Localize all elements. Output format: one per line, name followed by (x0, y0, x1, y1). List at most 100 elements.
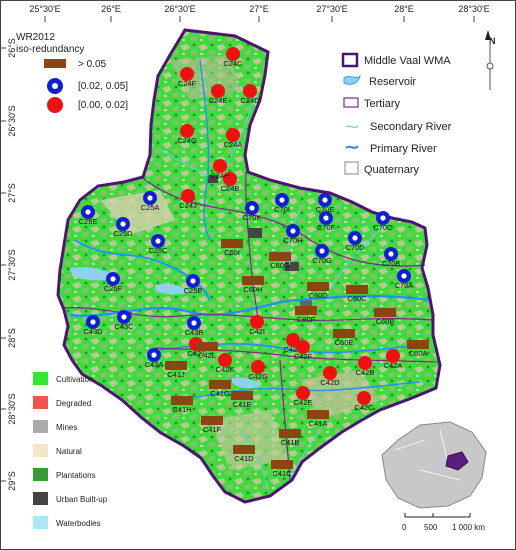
marker-brown-bar (295, 306, 317, 315)
legend-item-mid: [0.02, 0.05] (78, 81, 128, 92)
legend-dot-icon (47, 97, 63, 113)
catchment-label: C70C (373, 223, 393, 232)
landcover-label: Natural (56, 447, 82, 456)
marker-brown-bar (333, 329, 355, 338)
longitude-label: 26°30'E (164, 4, 195, 14)
catchment-label: C70F (317, 223, 336, 232)
marker-brown-bar (201, 416, 223, 425)
marker-brown-bar (209, 380, 231, 389)
marker-red-dot (213, 159, 227, 173)
catchment-label: C70H (283, 236, 302, 245)
catchment-label: C42A (384, 361, 403, 370)
marker-brown-bar (165, 361, 187, 370)
marker-brown-bar (196, 342, 218, 351)
catchment-label: C43C (114, 322, 134, 331)
latitude-labels: 26°S 26°30'S 27°S 27°30'S 28°S 28°30'S 29°S (7, 38, 17, 491)
catchment-label: C60H (243, 285, 262, 294)
north-arrow-icon: N (485, 30, 496, 90)
wma-legend-icon (341, 52, 359, 68)
marker-brown-bar (307, 282, 329, 291)
marker-brown-bar (221, 239, 243, 248)
catchment-label: C25D (113, 229, 133, 238)
catchment-label: C25A (141, 203, 160, 212)
latitude-label: 28°30'S (7, 393, 17, 424)
catchment-label: C42D (320, 378, 340, 387)
redundancy-legend: WR2012 iso-redundancy > 0.05 [0.02, 0.05… (16, 32, 128, 113)
catchment-label: C43B (185, 328, 204, 337)
marker-red-dot (180, 67, 194, 81)
catchment-label: C24A (224, 140, 243, 149)
catchment-label: C43A (145, 360, 164, 369)
marker-red-dot (296, 386, 310, 400)
scale-label-1000: 1 000 km (452, 523, 485, 532)
legend-quaternary: Quaternary (364, 164, 420, 176)
legend-secondary-river: Secondary River (370, 121, 452, 133)
marker-red-dot (358, 356, 372, 370)
inset-wma-highlight (445, 451, 469, 471)
marker-red-dot (180, 124, 194, 138)
latitude-label: 29°S (7, 471, 17, 491)
landcover-label: Waterbodies (56, 519, 101, 528)
landcover-label: Cultivation (56, 375, 93, 384)
catchment-label: C70I (274, 205, 290, 214)
catchment-label: C24H (210, 171, 229, 180)
graticule-ticks (0, 16, 475, 482)
marker-brown-bar (233, 445, 255, 454)
marker-brown-bar (279, 429, 301, 438)
landcover-swatch (33, 516, 48, 529)
longitude-label: 25°30'E (29, 4, 60, 14)
catchment-label: C60E (335, 338, 354, 347)
quaternary-legend-icon (344, 161, 359, 175)
catchment-label: C60G (270, 261, 290, 270)
catchment-label: C60B (376, 317, 395, 326)
catchment-label: C41H (172, 405, 191, 414)
catchment-label: C60C (347, 294, 367, 303)
marker-brown-bar (242, 276, 264, 285)
landcover-swatch (33, 420, 48, 433)
catchment-label: C41G (210, 389, 230, 398)
catchment-label: C42H (283, 345, 302, 354)
marker-red-dot (218, 353, 232, 367)
catchment-label: C70A (395, 281, 414, 290)
legend-subtitle: iso-redundancy (16, 44, 84, 55)
marker-red-dot (386, 349, 400, 363)
catchment-label: C24C (223, 59, 243, 68)
latitude-label: 27°30'S (7, 249, 17, 280)
catchment-label: C41D (234, 454, 254, 463)
catchment-label: C25C (148, 246, 168, 255)
catchment-label: C42B (356, 368, 375, 377)
marker-red-dot (357, 391, 371, 405)
landcover-swatch (33, 372, 48, 385)
marker-red-dot (296, 340, 310, 354)
north-label: N (489, 36, 496, 46)
scale-label-0: 0 (402, 523, 407, 532)
catchment-label: C60A (409, 349, 428, 358)
marker-brown-bar (307, 410, 329, 419)
catchment-label: C42G (248, 372, 268, 381)
longitude-label: 26°E (101, 4, 121, 14)
catchment-label: C41C (272, 469, 292, 478)
marker-brown-bar (407, 340, 429, 349)
catchment-label: C41E (233, 400, 252, 409)
catchment-label: C43D (83, 327, 103, 336)
catchment-label: C42K (216, 365, 235, 374)
landcover-swatch (33, 396, 48, 409)
marker-brown-bar (269, 252, 291, 261)
catchment-label: C42C (354, 403, 374, 412)
marker-brown-bar (271, 460, 293, 469)
marker-red-dot (251, 360, 265, 374)
catchment-label: C70B (382, 259, 401, 268)
catchment-label: C24F (178, 79, 197, 88)
catchment-label: C42E (294, 398, 313, 407)
legend-wma: Middle Vaal WMA (364, 55, 451, 67)
landcover-swatch (33, 492, 48, 505)
legend-item-high: > 0.05 (78, 59, 107, 70)
marker-brown-bar (171, 396, 193, 405)
latitude-label: 26°30'S (7, 105, 17, 136)
landcover-swatch (33, 468, 48, 481)
catchment-label: C70D (345, 243, 365, 252)
legend-item-low: [0.00, 0.02] (78, 100, 128, 111)
south-africa-outline (381, 421, 487, 509)
catchment-label: C25F (104, 284, 123, 293)
legend-title: WR2012 (16, 32, 55, 43)
